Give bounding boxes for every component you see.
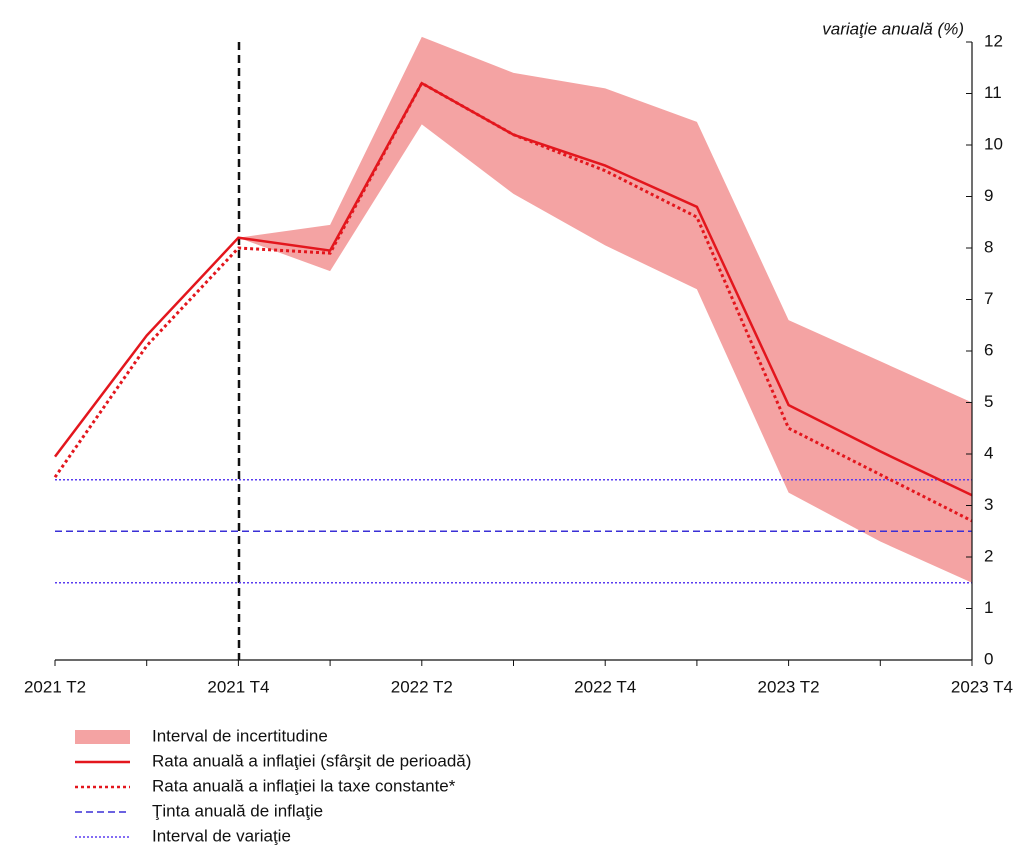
legend-label: Interval de variaţie [152,826,291,845]
x-tick-label: 2021 T4 [207,677,269,696]
x-tick-label: 2023 T2 [758,677,820,696]
y-tick-label: 6 [984,340,993,359]
legend-label: Rata anuală a inflaţiei la taxe constant… [152,776,456,795]
uncertainty-band [238,36,972,583]
x-tick-label: 2022 T2 [391,677,453,696]
y-tick-label: 3 [984,495,993,514]
y-tick-label: 2 [984,546,993,565]
legend-label: Rata anuală a inflaţiei (sfârşit de peri… [152,751,471,770]
x-tick-label: 2022 T4 [574,677,636,696]
y-tick-label: 10 [984,134,1003,153]
y-tick-label: 9 [984,186,993,205]
series-line [53,81,973,523]
legend-label: Interval de incertitudine [152,726,328,745]
legend-swatch [75,730,130,744]
x-tick-label: 2023 T4 [951,677,1013,696]
y-tick-label: 8 [984,237,993,256]
y-tick-label: 5 [984,392,993,411]
y-tick-label: 1 [984,598,993,617]
y-tick-label: 12 [984,31,1003,50]
x-tick-label: 2021 T2 [24,677,86,696]
y-tick-label: 0 [984,649,993,668]
y-tick-label: 7 [984,289,993,308]
legend-label: Ţinta anuală de inflaţie [152,801,323,820]
y-tick-label: 11 [984,83,1002,102]
y-tick-label: 4 [984,443,993,462]
y-axis-label: variaţie anuală (%) [822,19,964,38]
